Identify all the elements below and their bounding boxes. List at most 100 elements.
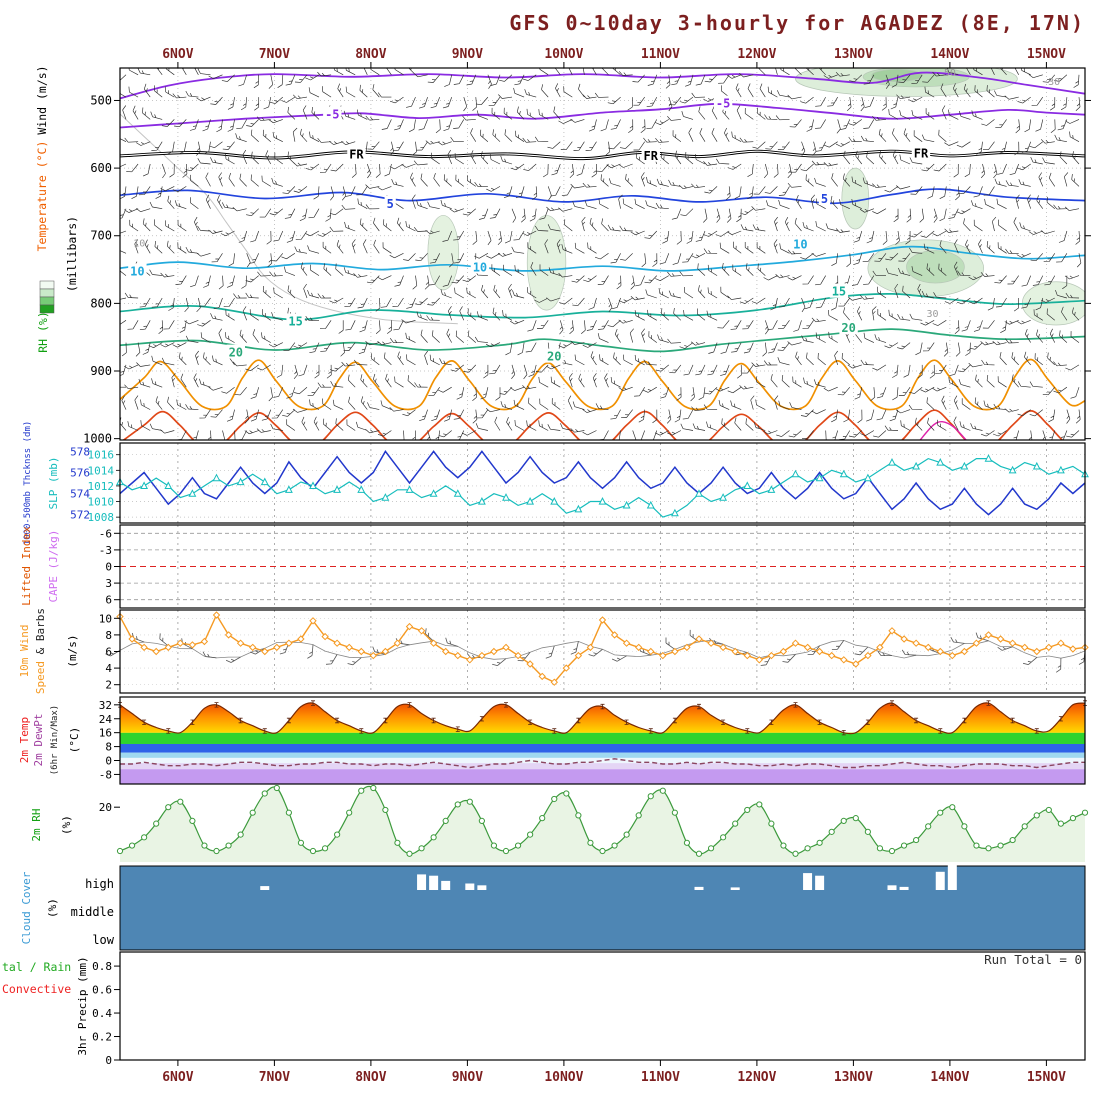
day-label-bottom: 6NOV xyxy=(162,1070,193,1085)
wind10m-barbs xyxy=(105,628,1086,673)
upper-air-content: -5 -5 FR FR FR 5 5 10 10 10 15 15 20 20 20 10 30 30 50 xyxy=(120,68,1085,440)
temp-tick-label: 0 xyxy=(105,755,112,768)
day-label-bottom: 13NOV xyxy=(834,1070,873,1085)
contour-label: FR xyxy=(349,147,364,161)
temp-tick-label: 32 xyxy=(99,699,112,712)
cloud-bar-high xyxy=(887,885,897,890)
day-label-bottom: 7NOV xyxy=(259,1070,290,1085)
wind-speed-marker xyxy=(285,639,293,647)
rh-shading-blob xyxy=(841,167,870,230)
li-tick-label: 0 xyxy=(105,561,112,574)
rh-contour-label: 30 xyxy=(927,309,939,320)
wind-speed-marker xyxy=(212,611,221,619)
wind-speed-marker xyxy=(224,631,233,639)
pressure-tick-label: 600 xyxy=(90,161,112,175)
label-cloud-cover: Cloud Cover xyxy=(20,871,33,944)
rh2m-marker xyxy=(406,850,413,857)
label-total-rain: tal / Rain xyxy=(2,960,71,974)
day-label-bottom: 12NOV xyxy=(737,1070,776,1085)
wind-speed-marker xyxy=(562,664,571,672)
slp-tick-label: 1012 xyxy=(88,480,115,493)
temp2m-frame xyxy=(119,696,1086,785)
wind-speed-marker xyxy=(128,635,136,643)
slp-marker xyxy=(791,469,800,478)
wind-speed-marker xyxy=(815,647,824,656)
cloud-bar-high xyxy=(935,871,945,890)
rh2m-marker xyxy=(539,815,546,822)
slp-marker xyxy=(429,489,438,497)
cloud-bar-high xyxy=(899,886,909,890)
thickness-tick-label: 578 xyxy=(70,445,90,458)
cloud-bar-high xyxy=(260,886,270,890)
rh2m-tick-label: 20 xyxy=(99,801,112,814)
rh2m-marker xyxy=(780,842,787,849)
wind-tick-label: 6 xyxy=(105,646,112,659)
rh2m-marker xyxy=(623,831,630,838)
rh2m-marker xyxy=(888,847,896,855)
rh2m-marker xyxy=(744,806,751,814)
rh2m-marker xyxy=(816,839,823,846)
rh2m-marker xyxy=(213,847,220,855)
slp-marker xyxy=(526,497,535,505)
day-label-bottom: 15NOV xyxy=(1027,1070,1066,1085)
label-3hr-precip: 3hr Precip (mm) xyxy=(76,956,89,1055)
rh2m-marker xyxy=(720,834,727,841)
contour-label: FR xyxy=(914,147,929,161)
rh2m-marker xyxy=(297,839,305,846)
label-speed-barbs: Speed & Barbs xyxy=(34,608,47,694)
rh2m-marker xyxy=(756,801,763,808)
wind-speed-marker xyxy=(140,643,148,652)
label-wind-axis: Wind (m/s) xyxy=(35,65,49,134)
rh-colorbar xyxy=(39,280,55,314)
contour-10C xyxy=(120,245,1085,272)
time-axes: 6NOV 6NOV 7NOV 7NOV 8NOV 8NOV 9NOV 9NOV 10NOV 10N… xyxy=(162,47,1066,1085)
rh2m-marker xyxy=(949,804,956,811)
cloud-bar-high xyxy=(694,886,704,890)
contour-magenta xyxy=(919,420,967,440)
contour-label: 15 xyxy=(288,314,302,328)
rh2m-marker xyxy=(792,850,799,857)
rh2m-marker xyxy=(937,809,944,816)
label-rh-pct: (%) xyxy=(60,815,73,835)
wind-speed-marker xyxy=(1008,639,1017,647)
wind-speed-marker xyxy=(176,639,185,647)
wind-tick-label: 4 xyxy=(105,662,112,675)
slp-marker xyxy=(502,493,510,501)
contour-label: 5 xyxy=(821,192,828,206)
slp-marker xyxy=(1056,465,1065,474)
rh2m-marker xyxy=(514,842,522,849)
rh2m-marker xyxy=(695,850,703,857)
rh2m-marker xyxy=(961,823,968,830)
wind-speed-marker xyxy=(502,643,510,652)
day-label-top: 11NOV xyxy=(641,47,680,62)
slp-marker xyxy=(333,485,342,493)
wind-speed-marker xyxy=(248,643,257,652)
slp-marker xyxy=(1008,465,1017,474)
rh2m-marker xyxy=(1045,806,1052,814)
slp-marker xyxy=(453,489,462,497)
rh2m-marker xyxy=(1069,815,1077,822)
slp-marker xyxy=(236,477,245,486)
cloud-bar-high xyxy=(429,875,439,890)
contour--10C xyxy=(120,71,1085,100)
chart-title: GFS 0~10day 3-hourly for AGADEZ (8E, 17N… xyxy=(509,11,1085,35)
wind-speed-marker xyxy=(514,651,522,660)
rh2m-marker xyxy=(900,842,908,849)
label-minmax: (6hr Min/Max) xyxy=(50,705,60,775)
wind-speed-marker xyxy=(659,651,667,660)
temp-band xyxy=(120,763,1085,770)
rh2m-fill xyxy=(120,786,1085,862)
pressure-tick-label: 700 xyxy=(90,229,112,243)
rh2m-marker xyxy=(563,790,570,797)
day-label-top: 9NOV xyxy=(452,47,483,62)
slp-marker xyxy=(188,489,197,497)
rh2m-marker xyxy=(141,834,148,841)
rh2m-marker xyxy=(1057,820,1064,827)
wind-speed-marker xyxy=(852,660,860,668)
wind-speed-marker xyxy=(634,643,643,652)
contour-label: 10 xyxy=(473,260,487,274)
contour-label: FR xyxy=(644,149,659,163)
rh2m-marker xyxy=(261,790,268,797)
rh2m-marker xyxy=(864,828,871,835)
